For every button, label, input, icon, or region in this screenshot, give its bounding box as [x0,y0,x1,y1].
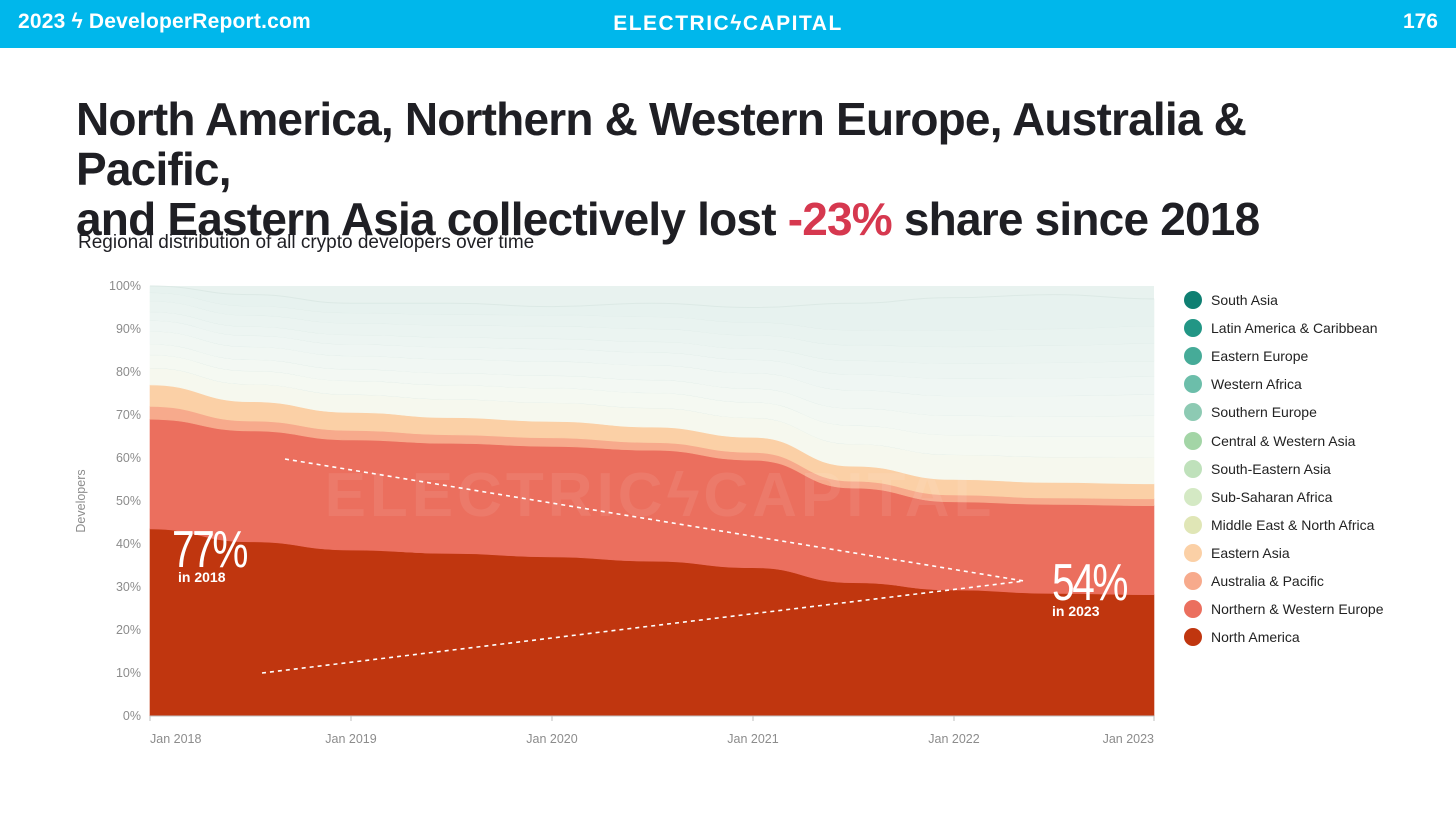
legend-label: Middle East & North Africa [1211,516,1375,533]
y-tick-label: 30% [116,580,141,594]
stacked-area-chart: ELECTRICϟCAPITAL 77%in 2018 54%in 2023 0% 10… [74,279,1155,746]
legend-swatch [1184,515,1202,534]
chart-legend: South Asia Latin America & Caribbean Easte… [1184,286,1384,651]
y-tick-label: 80% [116,365,141,379]
brand-logo: ELECTRICϟCAPITAL [613,12,843,35]
legend-swatch [1184,319,1202,338]
legend-swatch [1184,600,1202,619]
title-line-2-end: share since 2018 [891,193,1260,245]
legend-label: Eastern Europe [1211,348,1309,365]
legend-item: North America [1184,623,1384,651]
annotation-2018-label: in 2018 [178,569,226,585]
x-tick-label: Jan 2021 [727,732,778,746]
legend-label: Northern & Western Europe [1211,601,1384,618]
legend-label: Sub-Saharan Africa [1211,488,1333,505]
y-tick-label: 40% [116,537,141,551]
y-tick-label: 60% [116,451,141,465]
legend-swatch [1184,459,1202,478]
annotation-2023-label: in 2023 [1052,603,1100,619]
watermark-logo: ELECTRICϟCAPITAL [325,461,996,530]
legend-label: South Asia [1211,292,1278,309]
x-tick-label: Jan 2022 [928,732,979,746]
legend-label: Australia & Pacific [1211,572,1324,589]
annotation-2023-value: 54% [1052,553,1127,611]
legend-swatch [1184,628,1202,647]
legend-swatch [1184,543,1202,562]
trend-line-down [284,458,1025,582]
legend-label: Southern Europe [1211,404,1317,421]
title-line-2-start: and Eastern Asia collectively lost [76,193,788,245]
y-tick-label: 10% [116,666,141,680]
y-tick-label: 100% [109,279,141,293]
legend-swatch [1184,487,1202,506]
title-line-1: North America, Northern & Western Europe… [76,93,1247,195]
x-tick-label: Jan 2019 [325,732,376,746]
legend-item: Sub-Saharan Africa [1184,483,1384,511]
legend-item: Latin America & Caribbean [1184,314,1384,342]
legend-item: South Asia [1184,286,1384,314]
legend-item: Central & Western Asia [1184,426,1384,454]
legend-swatch [1184,431,1202,450]
title-highlight: -23% [787,193,893,245]
y-axis-label: Developers [74,469,88,532]
chart-subtitle: Regional distribution of all crypto deve… [78,232,535,253]
page-number: 176 [1402,10,1438,33]
legend-swatch [1184,403,1202,422]
y-tick-label: 0% [123,709,141,723]
y-tick-label: 50% [116,494,141,508]
legend-item: Eastern Europe [1184,342,1384,370]
legend-swatch [1184,347,1202,366]
legend-item: Middle East & North Africa [1184,511,1384,539]
legend-label: South-Eastern Asia [1211,460,1331,477]
y-tick-label: 70% [116,408,141,422]
legend-item: Southern Europe [1184,398,1384,426]
x-tick-label: Jan 2018 [150,732,201,746]
x-tick-label: Jan 2023 [1103,732,1154,746]
legend-label: Central & Western Asia [1211,432,1356,449]
x-tick-label: Jan 2020 [526,732,577,746]
y-tick-label: 90% [116,322,141,336]
legend-swatch [1184,291,1202,310]
legend-label: Latin America & Caribbean [1211,320,1378,337]
page-title: North America, Northern & Western Europe… [76,94,1406,244]
legend-item: Eastern Asia [1184,539,1384,567]
legend-swatch [1184,571,1202,590]
legend-item: Western Africa [1184,370,1384,398]
legend-item: South-Eastern Asia [1184,455,1384,483]
annotation-2018-value: 77% [172,520,247,578]
legend-label: Eastern Asia [1211,544,1290,561]
legend-item: Australia & Pacific [1184,567,1384,595]
top-bar: 2023 ϟ DeveloperReport.com ELECTRICϟCAPI… [0,0,1456,48]
report-url[interactable]: 2023 ϟ DeveloperReport.com [18,10,311,33]
area-boundary [149,285,1155,309]
legend-item: Northern & Western Europe [1184,595,1384,623]
legend-swatch [1184,375,1202,394]
legend-label: Western Africa [1211,376,1302,393]
y-tick-label: 20% [116,623,141,637]
legend-label: North America [1211,629,1300,646]
